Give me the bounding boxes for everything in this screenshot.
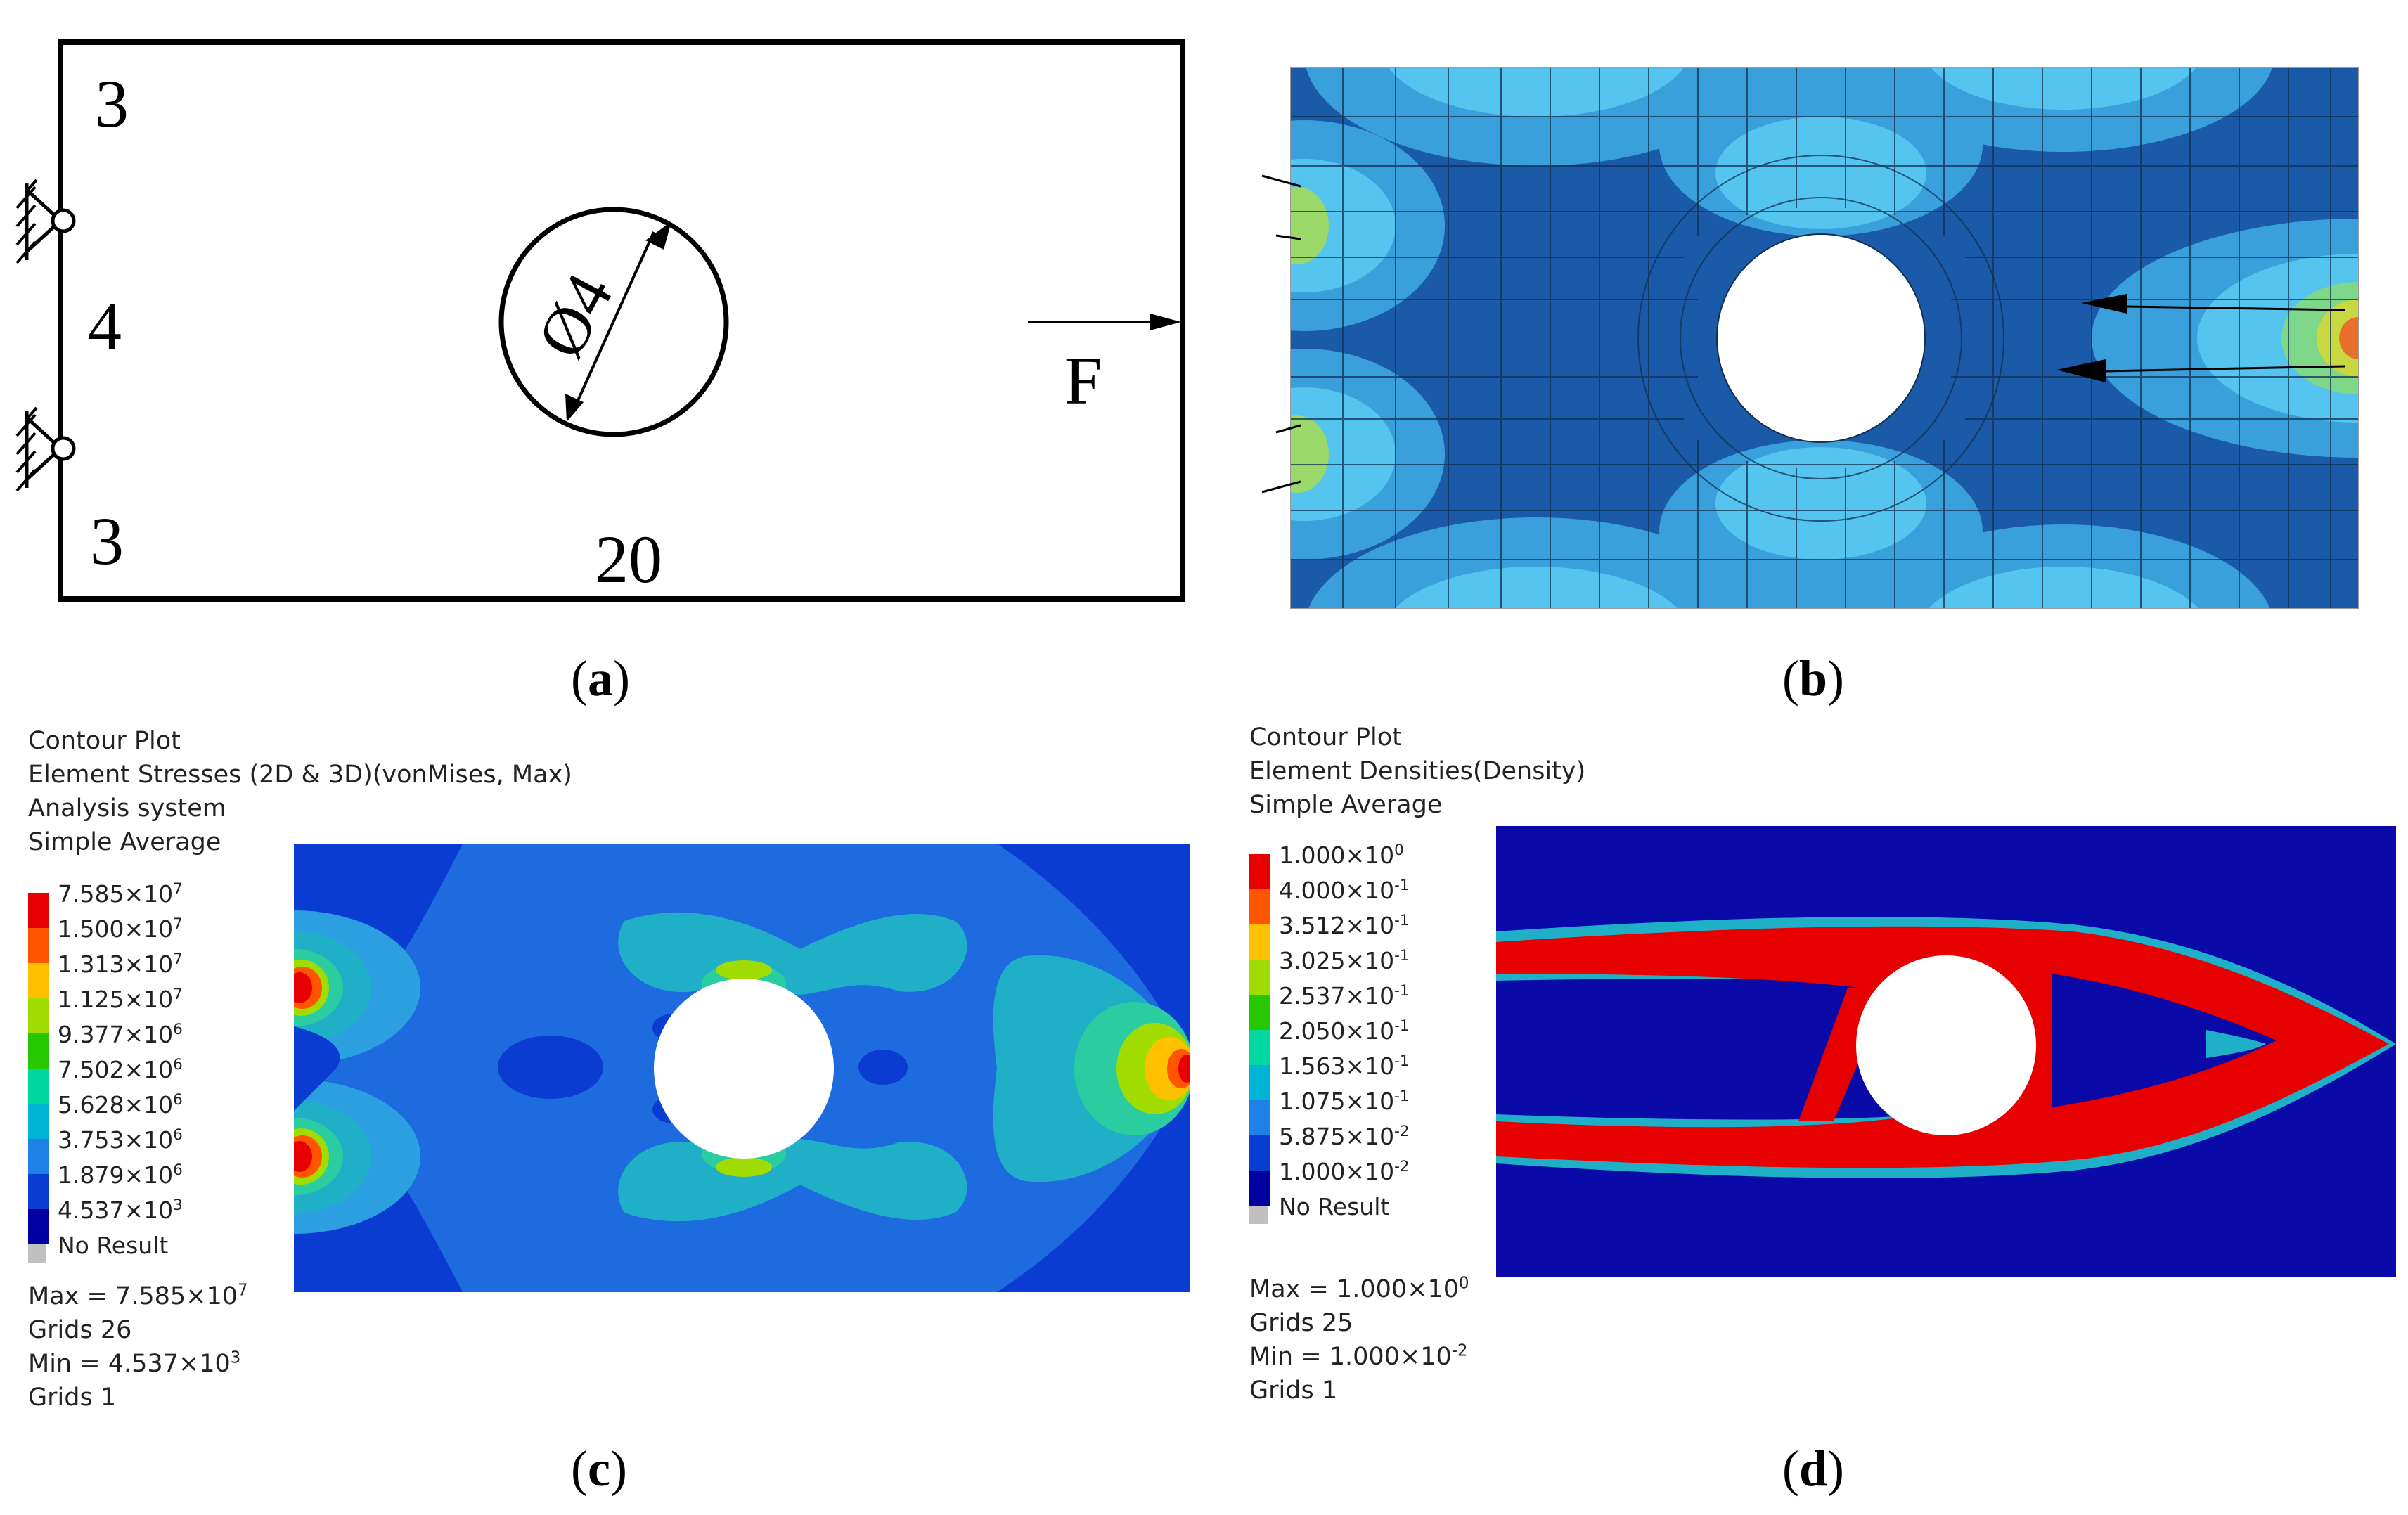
density-min-value: 1.000×10-2: [1329, 1341, 1468, 1371]
density-legend-level: 4.000×10-1: [1279, 877, 1410, 904]
density-legend-level: 1.563×10-1: [1279, 1052, 1410, 1080]
density-legend: 1.000×100 4.000×10-1 3.512×10-1 3.025×10-1 2…: [1249, 842, 1488, 1244]
stress-max-grids: Grids 26: [28, 1316, 132, 1344]
stress-legend-level: 4.537×103: [58, 1197, 183, 1224]
density-legend-swatch: [1249, 854, 1270, 889]
hole-outline: [498, 207, 729, 437]
density-contour-plot: [1496, 826, 2396, 1277]
force-label: F: [1064, 343, 1102, 418]
density-no-result-label: No Result: [1279, 1193, 1390, 1220]
density-max-label: Max =: [1249, 1275, 1337, 1303]
stress-legend-swatch: [28, 1104, 49, 1139]
stress-legend-swatch: [28, 1174, 49, 1209]
stress-header-line: Element Stresses (2D & 3D)(vonMises, Max…: [28, 761, 572, 789]
dimension-top-height: 3: [95, 66, 129, 141]
density-header-line: Element Densities(Density): [1249, 757, 1586, 785]
stress-legend-level: 5.628×106: [58, 1091, 183, 1118]
density-max-grids: Grids 25: [1249, 1309, 1353, 1337]
density-legend-swatch: [1249, 889, 1270, 924]
density-legend-swatch: [1249, 1100, 1270, 1135]
stress-min-grids: Grids 1: [28, 1384, 117, 1412]
dimension-length: 20: [595, 522, 662, 597]
density-legend-level: 1.075×10-1: [1279, 1088, 1410, 1115]
density-legend-level: 3.512×10-1: [1279, 912, 1410, 939]
stress-legend-level: 9.377×106: [58, 1021, 183, 1048]
density-legend-level: 2.050×10-1: [1279, 1017, 1410, 1045]
density-legend-swatch: [1249, 1065, 1270, 1100]
stress-legend-header: Contour Plot Element Stresses (2D & 3D)(…: [28, 724, 572, 859]
stress-legend-level: 7.502×106: [58, 1056, 183, 1083]
caption-b: (b): [1782, 650, 1845, 707]
caption-c: (c): [571, 1440, 627, 1497]
force-arrowhead: [1150, 314, 1181, 330]
density-legend-swatch: [1249, 1030, 1270, 1065]
stress-legend-swatch: [28, 1069, 49, 1104]
stress-legend-footer: Max = 7.585×107 Grids 26 Min = 4.537×103…: [28, 1279, 247, 1414]
stress-legend-swatch: [28, 998, 49, 1033]
stress-legend-swatch: [28, 1209, 49, 1244]
density-legend-level: 1.000×10-2: [1279, 1158, 1410, 1185]
pin-support-top: [15, 179, 76, 264]
stress-legend-swatch: [28, 963, 49, 998]
density-legend-footer: Max = 1.000×100 Grids 25 Min = 1.000×10-…: [1249, 1272, 1469, 1407]
stress-header-line: Simple Average: [28, 828, 221, 856]
density-legend-swatch: [1249, 1171, 1270, 1206]
density-legend-level: 5.875×10-2: [1279, 1123, 1410, 1150]
density-header-line: Simple Average: [1249, 791, 1443, 819]
density-legend-swatch: [1249, 960, 1270, 995]
caption-d: (d): [1782, 1440, 1845, 1497]
stress-no-result-label: No Result: [58, 1232, 169, 1259]
stress-min-line: Min = 4.537×103: [28, 1347, 247, 1381]
stress-legend-level: 3.753×106: [58, 1126, 183, 1154]
density-legend-level: 3.025×10-1: [1279, 947, 1410, 974]
caption-a: (a): [571, 650, 630, 707]
stress-max-value: 7.585×107: [115, 1281, 248, 1310]
stress-header-line: Analysis system: [28, 794, 226, 823]
stress-legend-swatch: [28, 928, 49, 963]
geometry-diagram: [15, 39, 1185, 602]
pin-support-bottom: [15, 406, 76, 492]
density-header-line: Contour Plot: [1249, 723, 1402, 752]
density-legend-header: Contour Plot Element Densities(Density) …: [1249, 721, 1585, 822]
density-legend-swatch: [1249, 1135, 1270, 1171]
density-min-label: Min =: [1249, 1343, 1329, 1371]
dimension-bottom-height: 3: [90, 503, 124, 579]
stress-legend-swatch: [28, 1139, 49, 1174]
density-legend-level: 2.537×10-1: [1279, 982, 1410, 1010]
density-legend-swatch: [1249, 924, 1270, 960]
diameter-line: [572, 231, 655, 412]
stress-legend-swatch: [28, 1033, 49, 1069]
stress-header-line: Contour Plot: [28, 727, 181, 755]
stress-legend-level: 1.500×107: [58, 915, 183, 943]
mesh-side-arrows: [1261, 174, 1301, 494]
stress-min-label: Min =: [28, 1350, 108, 1378]
stress-contour-plot: [294, 844, 1190, 1292]
diameter-arrowhead-top: [645, 221, 671, 250]
density-min-grids: Grids 1: [1249, 1377, 1338, 1405]
stress-no-result-swatch: [28, 1244, 46, 1263]
stress-max-line: Max = 7.585×107: [28, 1279, 247, 1313]
stress-legend-level: 1.313×107: [58, 950, 183, 978]
stress-legend-swatch: [28, 893, 49, 928]
density-no-result-swatch: [1249, 1206, 1268, 1224]
stress-min-value: 4.537×103: [108, 1348, 241, 1378]
stress-mesh-plot: [1290, 67, 2359, 609]
density-legend-swatch: [1249, 995, 1270, 1030]
diameter-arrowhead-bottom: [565, 394, 584, 422]
density-max-line: Max = 1.000×100: [1249, 1272, 1469, 1306]
stress-legend-level: 7.585×107: [58, 880, 183, 908]
stress-legend-level: 1.879×106: [58, 1161, 183, 1189]
stress-legend: 7.585×107 1.500×107 1.313×107 1.125×107 9.37…: [28, 882, 267, 1276]
density-max-value: 1.000×100: [1336, 1274, 1469, 1303]
density-min-line: Min = 1.000×10-2: [1249, 1340, 1469, 1374]
stress-legend-level: 1.125×107: [58, 986, 183, 1013]
plate-outline: [58, 39, 1185, 602]
density-legend-level: 1.000×100: [1279, 842, 1404, 869]
dimension-middle-height: 4: [88, 288, 122, 363]
stress-max-label: Max =: [28, 1282, 115, 1310]
